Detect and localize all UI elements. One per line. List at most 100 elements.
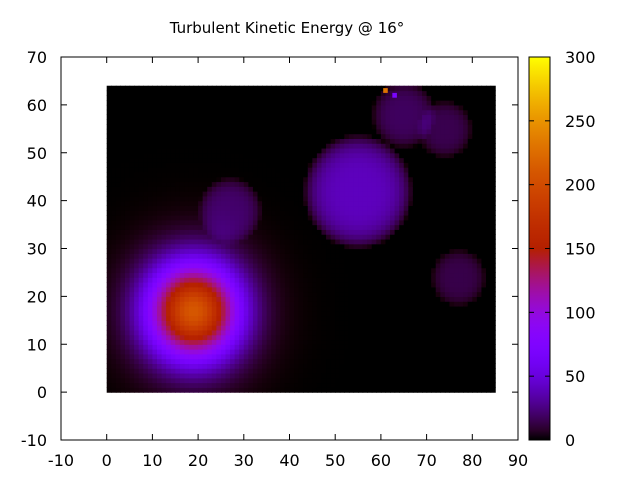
heatmap-cell <box>307 200 313 207</box>
heatmap-cell <box>289 219 295 226</box>
heatmap-cell <box>239 162 245 168</box>
heatmap-cell <box>376 277 382 283</box>
heatmap-cell <box>211 291 217 297</box>
heatmap-cell <box>239 291 245 297</box>
heatmap-cell <box>266 143 272 149</box>
heatmap-cell <box>252 238 259 245</box>
heatmap-cell <box>152 224 158 230</box>
heatmap-cell <box>175 186 181 192</box>
heatmap-cell <box>362 109 368 116</box>
heatmap-cell <box>454 119 460 125</box>
heatmap-cell <box>422 114 428 120</box>
heatmap-cell <box>207 147 213 154</box>
heatmap-cell <box>179 224 185 230</box>
heatmap-cell <box>271 238 277 245</box>
heatmap-cell <box>239 128 245 135</box>
heatmap-cell <box>230 95 236 101</box>
heatmap-cell <box>348 296 355 302</box>
heatmap-cell <box>353 147 359 154</box>
heatmap-cell <box>307 329 313 336</box>
heatmap-cell <box>408 176 414 183</box>
heatmap-cell <box>284 95 291 101</box>
heatmap-cell <box>449 353 455 360</box>
heatmap-cell <box>353 234 359 240</box>
heatmap-cell <box>111 253 117 259</box>
heatmap-cell <box>284 387 291 393</box>
heatmap-cell <box>220 186 227 192</box>
heatmap-cell <box>138 334 144 341</box>
heatmap-cell <box>348 176 355 183</box>
heatmap-cell <box>170 162 176 168</box>
heatmap-cell <box>147 329 153 336</box>
heatmap-cell <box>161 248 167 254</box>
heatmap-cell <box>202 315 208 321</box>
heatmap-cell <box>239 282 245 288</box>
heatmap-cell <box>161 147 167 154</box>
heatmap-cell <box>220 382 227 388</box>
heatmap-cell <box>330 85 336 92</box>
heatmap-cell <box>257 162 263 168</box>
heatmap-cell <box>234 301 240 307</box>
heatmap-cell <box>417 219 423 226</box>
heatmap-cell <box>348 329 355 336</box>
heatmap-cell <box>271 147 277 154</box>
heatmap-cell <box>385 334 391 341</box>
heatmap-cell <box>280 363 286 369</box>
heatmap-cell <box>312 377 318 384</box>
heatmap-cell <box>408 258 414 264</box>
heatmap-cell <box>234 305 240 312</box>
heatmap-cell <box>147 262 153 269</box>
heatmap-cell <box>193 372 199 379</box>
heatmap-cell <box>170 387 176 393</box>
heatmap-cell <box>412 372 419 379</box>
heatmap-cell <box>294 368 300 374</box>
heatmap-cell <box>252 109 259 116</box>
heatmap-cell <box>412 315 419 321</box>
heatmap-cell <box>243 282 249 288</box>
heatmap-cell <box>230 128 236 135</box>
heatmap-cell <box>312 267 318 274</box>
heatmap-cell <box>399 238 405 245</box>
heatmap-cell <box>403 133 409 139</box>
heatmap-cell <box>380 320 387 326</box>
heatmap-cell <box>371 368 377 374</box>
heatmap-cell <box>239 334 245 341</box>
heatmap-cell <box>444 133 451 139</box>
heatmap-cell <box>321 258 327 264</box>
heatmap-cell <box>412 248 419 254</box>
heatmap-cell <box>298 353 304 360</box>
heatmap-cell <box>385 229 391 235</box>
heatmap-cell <box>211 258 217 264</box>
heatmap-cell <box>225 128 231 135</box>
heatmap-cell <box>440 310 446 317</box>
heatmap-cell <box>326 315 332 321</box>
heatmap-cell <box>111 152 117 159</box>
heatmap-cell <box>417 234 423 240</box>
heatmap-cell <box>348 162 355 168</box>
heatmap-cell <box>120 382 126 388</box>
heatmap-cell <box>431 248 437 254</box>
heatmap-cell <box>243 358 249 364</box>
heatmap-cell <box>385 124 391 130</box>
heatmap-cell <box>298 272 304 278</box>
heatmap-cell <box>431 234 437 240</box>
heatmap-cell <box>211 368 217 374</box>
heatmap-cell <box>284 262 291 269</box>
heatmap-cell <box>124 291 131 297</box>
heatmap-cell <box>147 277 153 283</box>
heatmap-cell <box>120 301 126 307</box>
heatmap-cell <box>444 95 451 101</box>
heatmap-cell <box>326 296 332 302</box>
heatmap-cell <box>390 349 396 355</box>
heatmap-cell <box>371 301 377 307</box>
heatmap-cell <box>248 368 254 374</box>
heatmap-cell <box>216 138 222 144</box>
heatmap-cell <box>225 382 231 388</box>
heatmap-cell <box>444 296 451 302</box>
heatmap-cell <box>316 382 323 388</box>
heatmap-cell <box>220 253 227 259</box>
heatmap-cell <box>111 334 117 341</box>
heatmap-cell <box>454 315 460 321</box>
heatmap-cell <box>134 162 140 168</box>
heatmap-cell <box>280 90 286 96</box>
